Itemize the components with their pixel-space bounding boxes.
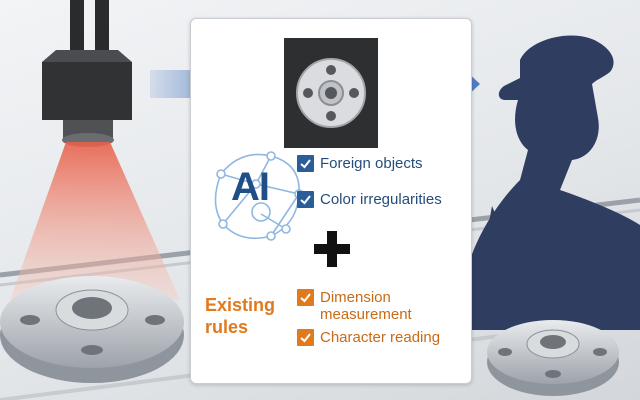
inspection-panel: AI Foreign objects Color irregularities …	[190, 18, 472, 384]
check-item-label: Dimension measurement	[320, 289, 412, 323]
checkbox-checked-icon	[297, 191, 314, 208]
ai-logo-text: AI	[231, 165, 270, 209]
light-beam	[10, 142, 180, 300]
check-item-label: Character reading	[320, 329, 441, 346]
flange-top-view-icon	[296, 58, 366, 128]
checkbox-checked-icon	[297, 289, 314, 306]
existing-rules-title: Existing rules	[205, 294, 275, 338]
check-item-foreign-objects: Foreign objects	[297, 155, 423, 172]
camera-image-thumbnail	[284, 38, 378, 148]
plus-icon	[314, 231, 350, 267]
check-item-label: Color irregularities	[320, 191, 442, 208]
inspector-silhouette-icon	[470, 35, 640, 331]
check-item-dimension-measurement: Dimension measurement	[297, 289, 457, 323]
check-item-color-irregularities: Color irregularities	[297, 191, 442, 208]
existing-rules-title-line1: Existing	[205, 295, 276, 315]
checkbox-checked-icon	[297, 155, 314, 172]
existing-rules-title-line2: rules	[205, 317, 249, 337]
check-item-label: Foreign objects	[320, 155, 423, 172]
ai-network-icon	[214, 151, 304, 241]
checkbox-checked-icon	[297, 329, 314, 346]
flange-part-icon	[487, 320, 619, 396]
flange-part-icon	[0, 276, 184, 383]
check-item-character-reading: Character reading	[297, 329, 440, 346]
camera-icon	[42, 0, 132, 147]
